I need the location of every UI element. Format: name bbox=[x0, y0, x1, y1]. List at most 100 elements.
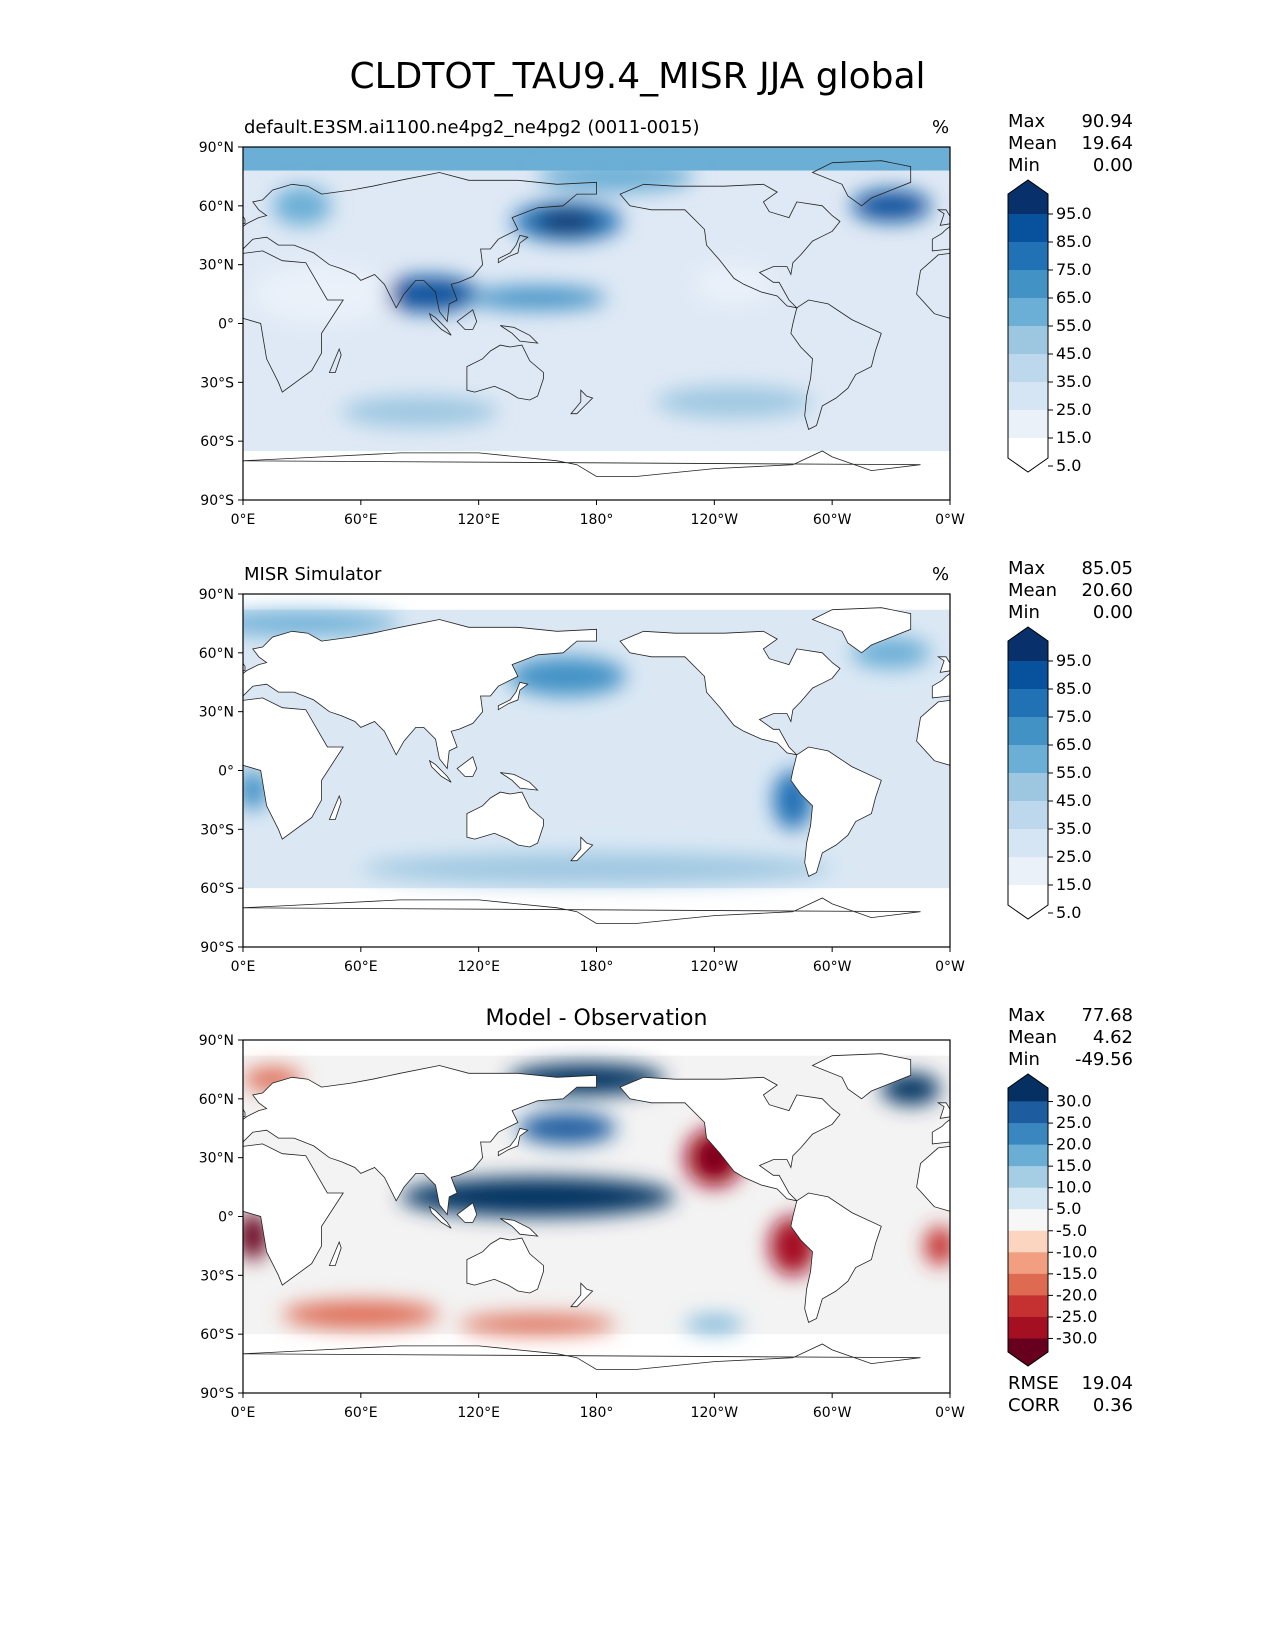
lon-tick-label: 60°E bbox=[344, 512, 378, 528]
colorbar-swatch bbox=[1008, 1144, 1048, 1167]
unit-label-obs: % bbox=[932, 564, 950, 585]
metric-label: CORR bbox=[1008, 1395, 1060, 1416]
stat-value: 0.00 bbox=[1092, 155, 1133, 176]
stat-value: 20.60 bbox=[1081, 580, 1133, 601]
colorbar-swatch bbox=[1008, 382, 1048, 411]
lon-tick-label: 0°W bbox=[935, 512, 965, 528]
colorbar-swatch bbox=[1008, 661, 1048, 690]
colorbar-outline bbox=[1007, 626, 1049, 920]
coastline bbox=[456, 756, 478, 777]
coastline bbox=[243, 897, 921, 947]
field-blob bbox=[272, 186, 332, 226]
colorbar-swatch bbox=[1008, 1252, 1048, 1275]
colorbar-swatch bbox=[1008, 438, 1048, 472]
coastline bbox=[500, 772, 539, 791]
lon-tick-label: 0°E bbox=[231, 1405, 256, 1421]
colorbar-swatch bbox=[1008, 627, 1048, 661]
lat-tick-label: 30°N bbox=[199, 258, 234, 274]
colorbar-swatch bbox=[1008, 270, 1048, 299]
lon-tick-label: 180° bbox=[580, 1405, 614, 1421]
colorbar-diff: 30.0 25.0 20.0 15.0 10.0 5.0 -5.0 -10.0 -15.0 -20… bbox=[1007, 1073, 1097, 1367]
panel-title-obs: MISR Simulator bbox=[244, 564, 382, 585]
stat-value: 90.94 bbox=[1081, 111, 1133, 132]
colorbar-swatch bbox=[1008, 1338, 1048, 1366]
colorbar-tick-label: 95.0 bbox=[1056, 204, 1092, 223]
colorbar-swatch bbox=[1008, 214, 1048, 243]
field-arctic bbox=[243, 147, 950, 171]
lat-tick-label: 30°N bbox=[199, 705, 234, 721]
colorbar-swatch bbox=[1008, 1074, 1048, 1102]
panel-title-diff: Model - Observation bbox=[485, 1006, 708, 1031]
colorbar-tick-label: 85.0 bbox=[1056, 679, 1092, 698]
colorbar-tick-label: 5.0 bbox=[1056, 456, 1081, 475]
coastline bbox=[243, 1343, 921, 1393]
colorbar-tick-label: 5.0 bbox=[1056, 1199, 1081, 1218]
lon-tick-label: 60°W bbox=[813, 959, 852, 975]
coastline bbox=[243, 250, 344, 393]
coastline bbox=[243, 450, 921, 500]
stat-value: 0.00 bbox=[1092, 602, 1133, 623]
colorbar-swatch bbox=[1008, 1187, 1048, 1210]
colorbar-tick-label: 10.0 bbox=[1056, 1178, 1092, 1197]
lat-tick-label: 0° bbox=[218, 317, 234, 333]
coastline bbox=[931, 672, 950, 699]
field-blob bbox=[694, 264, 774, 304]
lat-tick-label: 90°S bbox=[200, 1386, 234, 1402]
coastline bbox=[916, 699, 950, 766]
lon-tick-label: 120°E bbox=[457, 959, 500, 975]
coastline bbox=[243, 215, 246, 225]
colorbar-swatch bbox=[1008, 298, 1048, 327]
field-blob bbox=[684, 1316, 744, 1333]
colorbar-tick-label: 15.0 bbox=[1056, 428, 1092, 447]
colorbar-swatch bbox=[1008, 1166, 1048, 1189]
panel-title-model: default.E3SM.ai1100.ne4pg2_ne4pg2 (0011-… bbox=[244, 117, 700, 138]
coastline bbox=[570, 1282, 594, 1308]
lon-tick-label: 120°E bbox=[457, 512, 500, 528]
stat-value: 19.64 bbox=[1081, 133, 1133, 154]
map-obs bbox=[243, 594, 950, 947]
lat-tick-label: 60°N bbox=[199, 199, 234, 215]
stat-label: Min bbox=[1008, 602, 1040, 623]
lat-tick-label: 30°S bbox=[200, 822, 234, 838]
stats-obs: Max 85.05 Mean 20.60 Min 0.00 bbox=[1008, 558, 1133, 624]
stat-label: Min bbox=[1008, 155, 1040, 176]
colorbar-outline bbox=[1007, 179, 1049, 473]
coastline bbox=[328, 1240, 342, 1266]
stat-label: Min bbox=[1008, 1049, 1040, 1070]
map-diff bbox=[243, 1040, 950, 1393]
unit-label-model: % bbox=[932, 117, 950, 138]
field-blob bbox=[360, 852, 833, 885]
colorbar-swatch bbox=[1008, 885, 1048, 919]
colorbar-swatch bbox=[1008, 1316, 1048, 1339]
coastline bbox=[497, 234, 529, 264]
field-blob bbox=[282, 1300, 440, 1329]
field-blob bbox=[341, 396, 499, 428]
coastline bbox=[428, 759, 452, 783]
colorbar-tick-label: -30.0 bbox=[1056, 1328, 1097, 1347]
colorbar-tick-label: 55.0 bbox=[1056, 763, 1092, 782]
coastline bbox=[811, 1053, 912, 1100]
coastline bbox=[500, 325, 539, 344]
stats-diff: Max 77.68 Mean 4.62 Min -49.56 bbox=[1008, 1005, 1133, 1071]
colorbar-swatch bbox=[1008, 326, 1048, 355]
colorbar-swatch bbox=[1008, 180, 1048, 214]
field-blob bbox=[459, 1314, 617, 1335]
colorbar-swatch bbox=[1008, 773, 1048, 802]
colorbar-swatch bbox=[1008, 1295, 1048, 1318]
coastline bbox=[466, 344, 544, 401]
colorbar-tick-label: 35.0 bbox=[1056, 372, 1092, 391]
figure-title: CLDTOT_TAU9.4_MISR JJA global bbox=[349, 56, 926, 97]
lat-tick-label: 90°S bbox=[200, 493, 234, 509]
colorbar-outline bbox=[1007, 1073, 1049, 1367]
metric-label: RMSE bbox=[1008, 1373, 1059, 1394]
colorbar-swatch bbox=[1008, 717, 1048, 746]
coastline bbox=[243, 619, 597, 770]
colorbar-swatch bbox=[1008, 1209, 1048, 1232]
coastline bbox=[619, 183, 841, 309]
colorbar-tick-label: 25.0 bbox=[1056, 400, 1092, 419]
coastline bbox=[619, 630, 841, 756]
stat-label: Mean bbox=[1008, 133, 1058, 154]
coastline bbox=[328, 347, 342, 373]
coastline bbox=[243, 697, 344, 840]
